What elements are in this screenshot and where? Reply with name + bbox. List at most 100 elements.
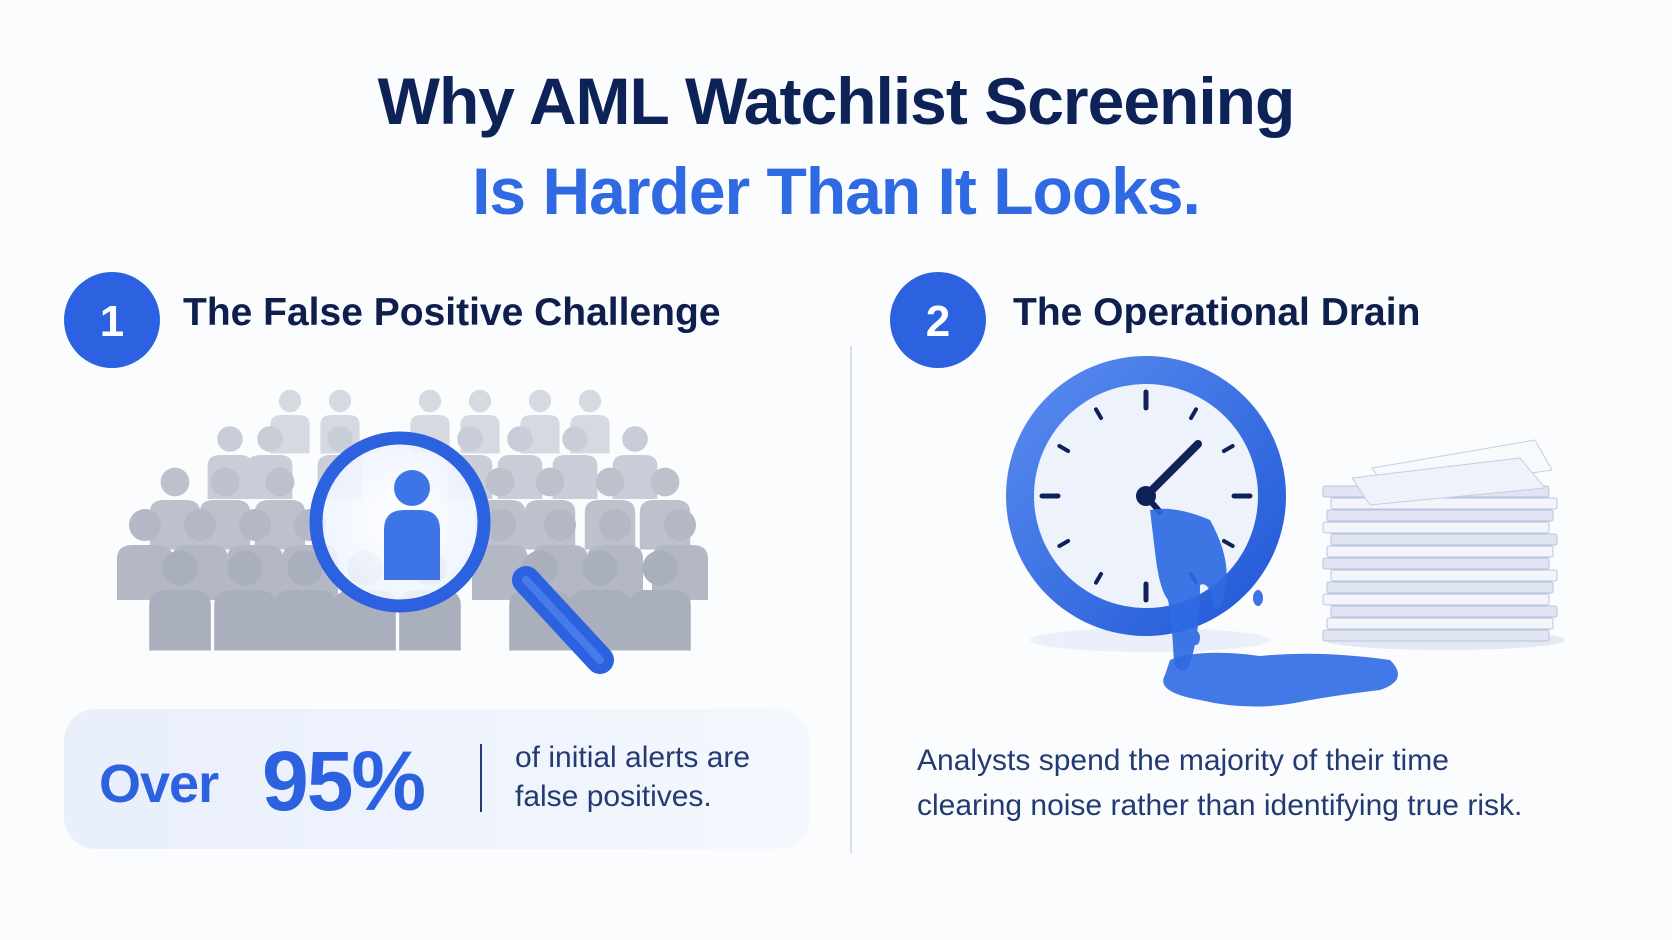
- body: [612, 455, 658, 499]
- head: [129, 509, 161, 541]
- stat-text: false positives.: [515, 780, 712, 813]
- body: [149, 500, 201, 550]
- head: [507, 426, 533, 452]
- sheet-layer: [1326, 617, 1554, 630]
- head: [484, 509, 516, 541]
- sheet-layer: [1326, 581, 1554, 594]
- head: [650, 467, 680, 497]
- head: [664, 509, 696, 541]
- sheet-layer: [1330, 497, 1558, 510]
- head: [595, 467, 625, 497]
- tick: [1189, 407, 1198, 421]
- head: [160, 467, 190, 497]
- head: [485, 467, 515, 497]
- magnifier: [309, 431, 614, 674]
- head: [457, 426, 483, 452]
- paragraph: clearing noise rather than identifying t…: [917, 789, 1522, 822]
- hour-hand: [1142, 440, 1202, 500]
- head: [328, 389, 352, 413]
- head: [418, 389, 442, 413]
- clock-ticks: [1039, 389, 1253, 603]
- head: [582, 550, 618, 586]
- head: [239, 509, 271, 541]
- stat-box: [64, 709, 810, 849]
- body: [552, 455, 598, 499]
- head: [162, 550, 198, 586]
- melt-drip: [1150, 508, 1227, 671]
- head: [217, 426, 243, 452]
- person: [214, 550, 276, 651]
- head: [278, 389, 302, 413]
- top-sheet: [1351, 457, 1546, 506]
- person: [274, 550, 336, 651]
- head: [578, 389, 602, 413]
- body: [254, 500, 306, 550]
- highlighted-person: [384, 470, 440, 580]
- puddle: [1163, 652, 1398, 707]
- head: [622, 426, 648, 452]
- tick: [1221, 444, 1235, 453]
- paper-stack: [1322, 439, 1565, 650]
- head: [528, 389, 552, 413]
- tick: [1057, 539, 1071, 548]
- head: [394, 470, 430, 506]
- handle-shine: [522, 576, 604, 664]
- head: [535, 467, 565, 497]
- person: [552, 426, 598, 499]
- hand-pivot: [1136, 486, 1156, 506]
- stat-value: 95%: [262, 734, 424, 828]
- body: [384, 510, 440, 580]
- head: [562, 426, 588, 452]
- person: [254, 467, 306, 550]
- head: [599, 509, 631, 541]
- head: [184, 509, 216, 541]
- body: [214, 590, 276, 651]
- section-heading: The False Positive Challenge: [183, 291, 721, 334]
- sheet-layer: [1322, 521, 1550, 534]
- badge: [890, 272, 986, 368]
- head: [227, 550, 263, 586]
- shadow: [1030, 628, 1270, 652]
- person: [612, 426, 658, 499]
- drop: [1192, 631, 1200, 645]
- paragraph: Analysts spend the majority of their tim…: [917, 744, 1449, 777]
- drop: [1253, 590, 1263, 606]
- badge-number: 2: [926, 297, 950, 346]
- body: [149, 590, 211, 651]
- section-heading: The Operational Drain: [1013, 291, 1420, 334]
- head: [468, 389, 492, 413]
- person: [149, 467, 201, 550]
- head: [257, 426, 283, 452]
- badge-number: 1: [100, 297, 124, 346]
- person: [199, 467, 251, 550]
- stat-text: of initial alerts are: [515, 741, 750, 774]
- sheet-layer: [1330, 569, 1558, 582]
- sheet-layer: [1322, 593, 1550, 606]
- tick: [1094, 407, 1103, 421]
- lens-rim: [309, 431, 491, 613]
- sheet-layer: [1330, 533, 1558, 546]
- tick: [1094, 571, 1103, 585]
- head: [327, 426, 353, 452]
- body: [629, 590, 691, 651]
- head: [544, 509, 576, 541]
- head: [210, 467, 240, 497]
- sheet-layer: [1322, 557, 1550, 570]
- tick: [1221, 539, 1235, 548]
- tick: [1057, 444, 1071, 453]
- sheet-layer: [1330, 605, 1558, 618]
- sheet-layer: [1326, 545, 1554, 558]
- badge: [64, 272, 160, 368]
- head: [287, 550, 323, 586]
- title-line-1: Why AML Watchlist Screening: [378, 64, 1295, 138]
- sheet-layer: [1326, 509, 1554, 522]
- crowd-illustration: [117, 389, 708, 651]
- person: [117, 509, 173, 600]
- stat-prefix: Over: [99, 754, 219, 814]
- clock: [1006, 356, 1398, 707]
- title-line-2: Is Harder Than It Looks.: [472, 154, 1200, 228]
- body: [117, 545, 173, 600]
- person: [629, 550, 691, 651]
